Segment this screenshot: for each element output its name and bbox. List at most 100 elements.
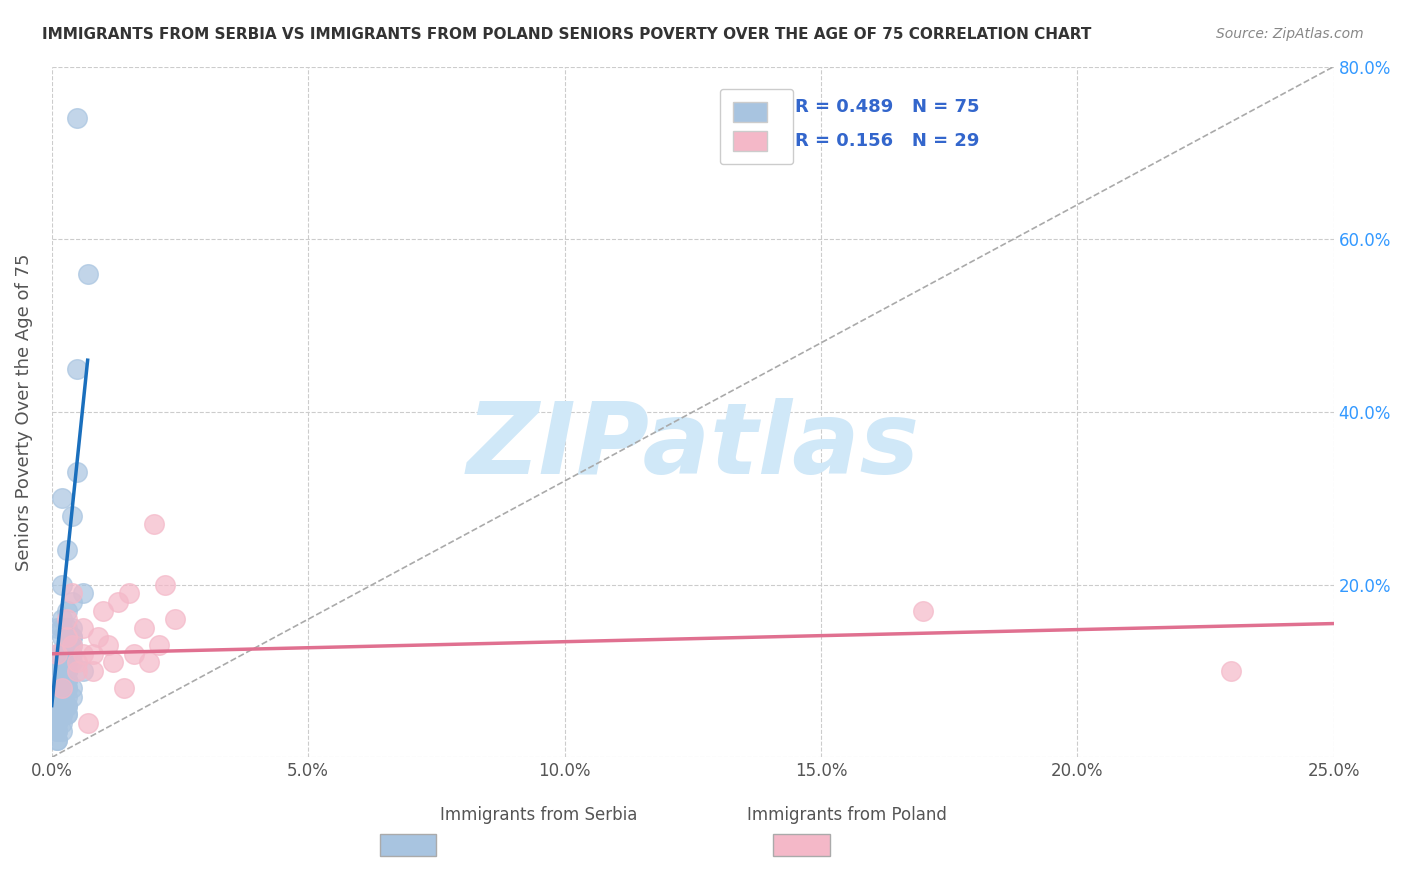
Point [51,612,73,626]
Point [82,664,104,678]
Point [45,733,67,747]
Point [60,630,83,644]
Point [56,647,79,661]
Point [60,595,83,609]
Point [45,656,67,670]
Point [51,621,73,635]
Point [45,715,67,730]
Point [56,621,79,635]
Point [51,577,73,591]
Point [72,586,94,600]
Point [45,690,67,704]
Point [51,715,73,730]
Point [60,586,83,600]
Point [60,681,83,696]
Point [51,698,73,713]
Text: Immigrants from Poland: Immigrants from Poland [747,805,946,823]
Point [107,595,129,609]
Point [148,638,170,652]
Point [1220,664,1243,678]
Point [132,621,155,635]
Point [72,647,94,661]
Y-axis label: Seniors Poverty Over the Age of 75: Seniors Poverty Over the Age of 75 [15,253,32,571]
Point [45,681,67,696]
Point [51,673,73,687]
Point [45,724,67,739]
Text: Immigrants from Serbia: Immigrants from Serbia [440,805,637,823]
Point [56,681,79,696]
Point [66,361,89,376]
Point [56,664,79,678]
Point [51,681,73,696]
Point [56,698,79,713]
Point [45,647,67,661]
Point [56,698,79,713]
Point [45,707,67,722]
Point [66,664,89,678]
Point [76,715,98,730]
Point [51,707,73,722]
Point [56,707,79,722]
Point [45,621,67,635]
Point [56,690,79,704]
Point [118,586,141,600]
Text: Source: ZipAtlas.com: Source: ZipAtlas.com [1216,27,1364,41]
Point [76,267,98,281]
Point [51,647,73,661]
Point [66,112,89,126]
Point [45,698,67,713]
Point [51,690,73,704]
Point [56,612,79,626]
Point [60,638,83,652]
Point [91,604,114,618]
Point [51,673,73,687]
Point [51,698,73,713]
Point [97,638,120,652]
Point [45,647,67,661]
Point [45,690,67,704]
Point [143,517,166,532]
Point [45,724,67,739]
Point [45,664,67,678]
Point [51,698,73,713]
Point [56,638,79,652]
Point [912,604,935,618]
Point [56,664,79,678]
Point [66,466,89,480]
Point [51,681,73,696]
Point [153,577,176,591]
Point [56,664,79,678]
Point [51,491,73,506]
Point [60,621,83,635]
Point [45,733,67,747]
Point [163,612,186,626]
Point [45,673,67,687]
Point [51,681,73,696]
Point [66,656,89,670]
Point [56,543,79,558]
Point [138,656,160,670]
Point [60,630,83,644]
Point [56,673,79,687]
Point [112,681,135,696]
Point [60,508,83,523]
Text: R = 0.156   N = 29: R = 0.156 N = 29 [796,132,980,150]
Point [45,715,67,730]
Point [51,630,73,644]
Point [51,656,73,670]
Legend: , : , [720,88,793,164]
Point [56,656,79,670]
Point [56,647,79,661]
Point [60,656,83,670]
Text: IMMIGRANTS FROM SERBIA VS IMMIGRANTS FROM POLAND SENIORS POVERTY OVER THE AGE OF: IMMIGRANTS FROM SERBIA VS IMMIGRANTS FRO… [42,27,1091,42]
Point [56,673,79,687]
Point [51,664,73,678]
Point [45,707,67,722]
Point [56,630,79,644]
Point [56,681,79,696]
Point [72,664,94,678]
Point [87,630,110,644]
Text: R = 0.489   N = 75: R = 0.489 N = 75 [796,98,980,116]
Point [60,647,83,661]
Point [122,647,145,661]
